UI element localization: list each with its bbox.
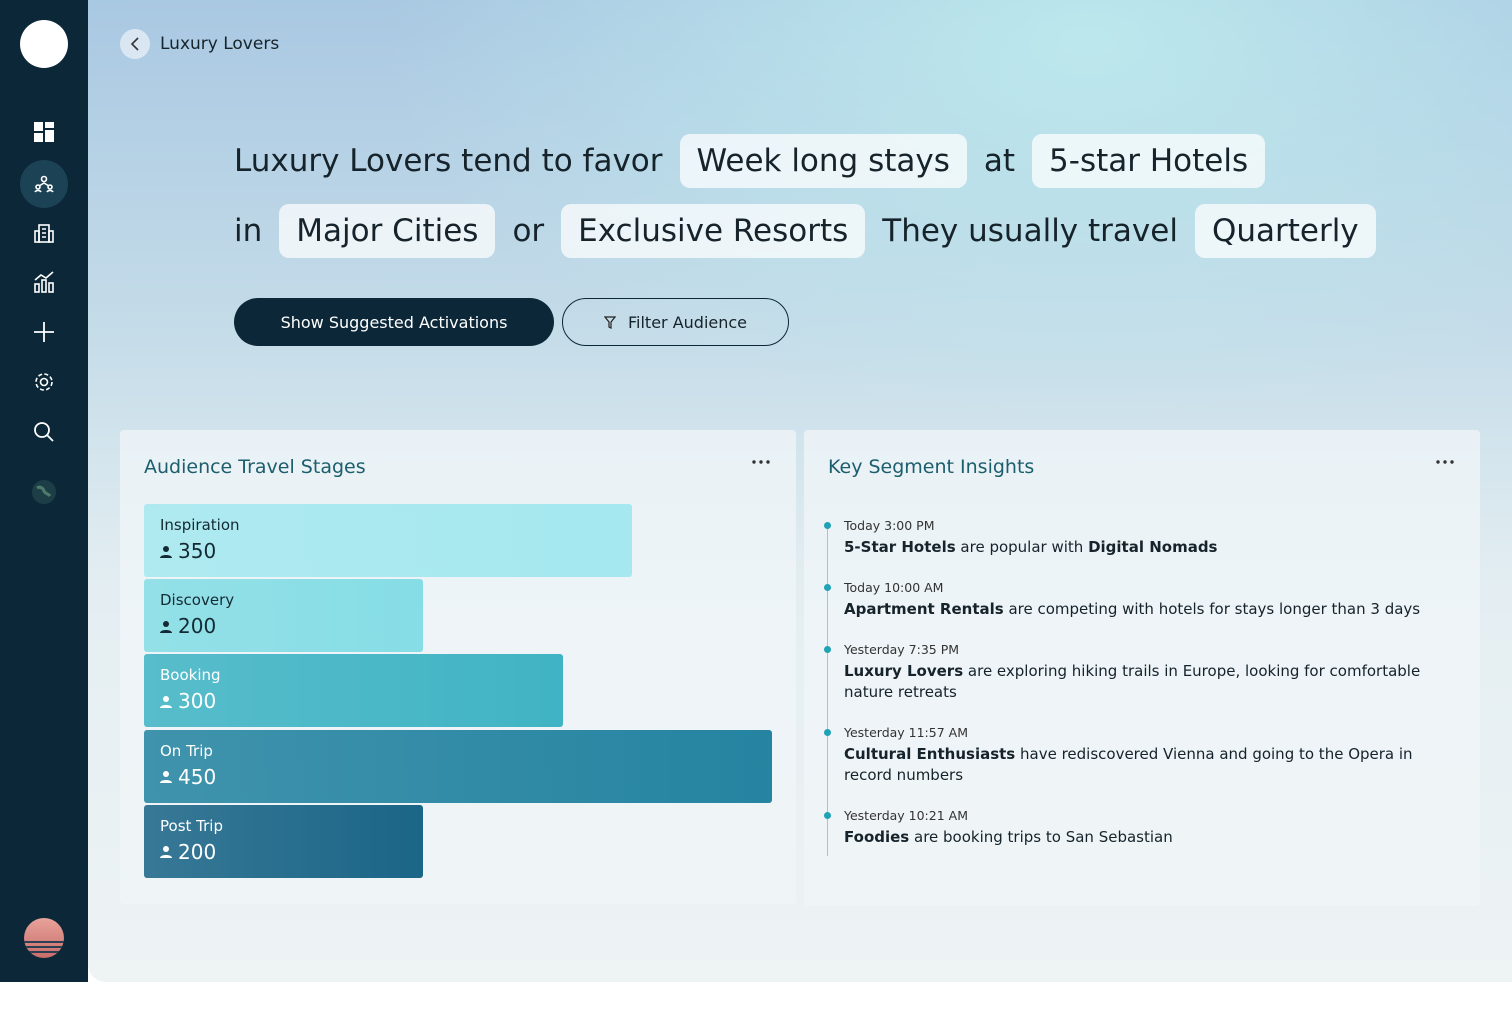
insight-item: Yesterday 7:35 PM Luxury Lovers are explo… — [844, 642, 1444, 703]
main-area: Luxury Lovers Luxury Lovers tend to favo… — [88, 0, 1512, 982]
timeline-line — [827, 526, 828, 856]
panel-title: Key Segment Insights — [828, 456, 1035, 478]
stage-value: 300 — [178, 689, 217, 714]
stage-name: Discovery — [160, 591, 235, 610]
insight-highlight: Luxury Lovers — [844, 662, 964, 680]
person-icon — [160, 846, 172, 859]
person-icon — [160, 695, 172, 708]
insight-phrase: have rediscovered Vienna and going to th… — [844, 745, 1418, 784]
insight-highlight: Apartment Rentals — [844, 600, 1004, 618]
stage-value-row: 200 — [160, 614, 407, 638]
add-icon[interactable] — [24, 312, 64, 352]
insight-phrase: are booking trips to San Sebastian — [909, 828, 1173, 846]
insight-item: Today 3:00 PM 5-Star Hotels are popular w… — [844, 518, 1444, 558]
timeline-dot — [824, 522, 831, 529]
insight-item: Yesterday 11:57 AM Cultural Enthusiasts h… — [844, 725, 1444, 786]
back-button[interactable] — [120, 29, 150, 59]
stage-bar: Post Trip 200 — [144, 804, 424, 878]
insight-highlight: Digital Nomads — [1088, 538, 1218, 556]
insight-time: Today 3:00 PM — [844, 518, 935, 533]
filter-button[interactable]: Filter Audience — [562, 298, 789, 346]
stage-value-row: 350 — [160, 539, 616, 563]
insight-highlight: Foodies — [844, 828, 910, 846]
insight-text: Foodies are booking trips to San Sebasti… — [844, 827, 1444, 848]
insight-phrase: are competing with hotels for stays long… — [1003, 600, 1421, 618]
insight-text: Cultural Enthusiasts have rediscovered V… — [844, 744, 1444, 786]
summary-text: Luxury Lovers tend to favor — [234, 143, 663, 179]
timeline-dot — [824, 729, 831, 736]
person-icon — [160, 620, 172, 633]
timeline-dot — [824, 812, 831, 819]
stage-bar: On Trip 450 — [144, 729, 772, 803]
settings-icon[interactable] — [24, 362, 64, 402]
insight-time: Yesterday 7:35 PM — [844, 642, 960, 657]
page-title: Luxury Lovers — [160, 34, 280, 54]
insight-time: Today 10:00 AM — [844, 580, 944, 595]
person-icon — [160, 771, 172, 784]
insight-item: Today 10:00 AM Apartment Rentals are comp… — [844, 580, 1444, 620]
summary-line: Luxury Lovers tend to favor Week long sta… — [234, 134, 1266, 188]
more-menu[interactable] — [1436, 460, 1454, 464]
summary-text: at — [983, 143, 1016, 179]
summary-text: in — [234, 213, 263, 249]
summary-line: in Major Cities or Exclusive Resorts They us… — [234, 204, 1376, 258]
dashboard-icon[interactable] — [24, 112, 64, 152]
summary-tag: Major Cities — [279, 204, 496, 258]
insight-text: Luxury Lovers are exploring hiking trail… — [844, 661, 1444, 703]
stage-name: Post Trip — [160, 816, 223, 835]
logo[interactable] — [20, 20, 68, 68]
stage-name: Inspiration — [160, 516, 240, 534]
summary-tag: Week long stays — [679, 134, 967, 188]
insight-text: 5-Star Hotels are popular with Digital N… — [844, 537, 1444, 558]
stage-value: 200 — [178, 839, 217, 864]
stages-panel: Audience Travel Stages Inspiration 350 Dis… — [120, 430, 796, 904]
summary-tag: Exclusive Resorts — [561, 204, 866, 258]
more-menu[interactable] — [752, 460, 770, 464]
panel-title: Audience Travel Stages — [144, 456, 366, 478]
user-avatar[interactable] — [24, 918, 64, 958]
search-icon[interactable] — [24, 412, 64, 452]
primary-button[interactable]: Show Suggested Activations — [234, 298, 554, 346]
timeline-dot — [824, 584, 831, 591]
button-label: Show Suggested Activations — [280, 312, 508, 332]
audience-icon[interactable] — [20, 160, 68, 208]
insight-phrase: are exploring hiking trails in Europe, l… — [844, 662, 1425, 701]
sidebar — [0, 0, 88, 982]
stage-bar: Booking 300 — [144, 654, 563, 728]
buildings-icon[interactable] — [24, 212, 64, 252]
summary-text: or — [512, 213, 545, 249]
insight-item: Yesterday 10:21 AM Foodies are booking tr… — [844, 808, 1444, 848]
person-icon — [160, 545, 172, 558]
insight-text: Apartment Rentals are competing with hot… — [844, 599, 1444, 620]
insight-time: Yesterday 11:57 AM — [844, 725, 968, 740]
summary-tag: Quarterly — [1194, 204, 1376, 258]
stage-value-row: 200 — [160, 840, 407, 864]
stage-value: 350 — [178, 539, 217, 563]
summary-text: They usually travel — [882, 213, 1178, 249]
insight-time: Yesterday 10:21 AM — [844, 808, 968, 823]
analytics-icon[interactable] — [24, 262, 64, 302]
summary-tag: 5-star Hotels — [1032, 134, 1266, 188]
timeline-dot — [824, 646, 831, 653]
insight-phrase: are popular with — [955, 538, 1089, 556]
insight-highlight: Cultural Enthusiasts — [844, 745, 1016, 763]
insight-highlight: 5-Star Hotels — [844, 538, 956, 556]
breadcrumb: Luxury Lovers — [120, 29, 279, 59]
stage-value: 200 — [178, 614, 217, 639]
stage-value: 450 — [178, 764, 217, 789]
button-label: Filter Audience — [627, 312, 748, 332]
stage-name: Booking — [160, 666, 221, 685]
stage-value-row: 300 — [160, 689, 547, 713]
stage-name: On Trip — [160, 741, 213, 760]
stage-value-row: 450 — [160, 765, 756, 789]
stage-bar: Inspiration 350 — [144, 504, 633, 577]
stage-bar: Discovery 200 — [144, 579, 424, 653]
filter-icon — [603, 315, 616, 329]
insights-panel: Key Segment Insights Today 3:00 PM 5-Star… — [804, 430, 1480, 906]
globe-icon[interactable] — [24, 472, 64, 512]
